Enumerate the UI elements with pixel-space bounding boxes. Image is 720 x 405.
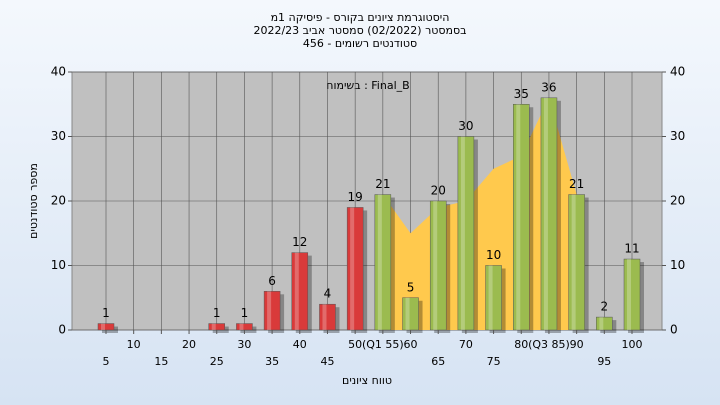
x-tick-label: (Q1 55) — [362, 338, 404, 351]
data-label: 21 — [375, 177, 390, 191]
x-tick-label: 30 — [237, 338, 251, 351]
bar-highlight — [377, 194, 382, 330]
x-tick-label: 15 — [154, 355, 168, 368]
y2-tick-label: 0 — [670, 323, 678, 337]
x-tick-label: 80 — [514, 338, 528, 351]
y2-tick-label: 20 — [670, 194, 685, 208]
y-axis-label: מספר סטודנטים — [27, 163, 40, 239]
annotation: בשימוח : Final_B — [326, 79, 409, 92]
data-label: 36 — [541, 80, 556, 94]
data-label: 2 — [600, 300, 608, 314]
bar-highlight — [239, 323, 244, 330]
x-tick-label: (Q3 85) — [528, 338, 570, 351]
bar — [263, 291, 281, 331]
bar-highlight — [516, 104, 521, 330]
x-tick-label: 50 — [348, 338, 362, 351]
data-label: 5 — [407, 280, 415, 294]
x-tick-label: 75 — [487, 355, 501, 368]
bar-highlight — [543, 97, 548, 330]
x-tick-label: 60 — [404, 338, 418, 351]
y2-tick-label: 40 — [670, 65, 685, 79]
bar-highlight — [294, 252, 299, 330]
y-tick-label: 20 — [51, 194, 66, 208]
bar-highlight — [350, 207, 355, 330]
data-label: 4 — [324, 287, 332, 301]
bar — [596, 316, 613, 331]
y-tick-label: 30 — [51, 129, 66, 143]
bar — [568, 194, 585, 331]
chart-title: היסטוגרמת ציונים בקורס - פיסיקה 1מ — [271, 11, 450, 24]
x-tick-label: 40 — [293, 338, 307, 351]
x-tick-label: 70 — [459, 338, 473, 351]
data-label: 1 — [213, 306, 221, 320]
bar-highlight — [627, 259, 631, 330]
bar-highlight — [571, 194, 576, 330]
data-label: 1 — [241, 306, 249, 320]
bar-highlight — [488, 265, 493, 330]
chart-subtitle: בסמסטר (02/2022) סמסטר אביב 2022/23 — [253, 24, 466, 37]
bar — [291, 252, 309, 331]
data-label: 6 — [268, 274, 276, 288]
bar-highlight — [433, 201, 438, 330]
data-label: 20 — [431, 184, 446, 198]
bar — [513, 104, 530, 331]
x-tick-label: 20 — [182, 338, 196, 351]
y-tick-label: 40 — [51, 65, 66, 79]
bar — [402, 297, 419, 331]
chart-subtitle: סטודנטים רשומים - 456 — [303, 37, 417, 50]
bar — [319, 303, 336, 331]
y-tick-label: 10 — [51, 258, 66, 272]
x-tick-label: 90 — [570, 338, 584, 351]
x-tick-label: 10 — [127, 338, 141, 351]
bar-highlight — [267, 291, 272, 330]
bar — [374, 194, 392, 331]
data-label: 10 — [486, 248, 501, 262]
data-label: 1 — [102, 306, 110, 320]
bar-highlight — [460, 136, 465, 330]
x-tick-label: 35 — [265, 355, 279, 368]
data-label: 35 — [514, 87, 529, 101]
bar — [97, 323, 115, 331]
bar — [346, 207, 364, 331]
bar-highlight — [101, 323, 105, 330]
data-label: 30 — [458, 119, 473, 133]
bar — [208, 323, 225, 331]
bar-highlight — [405, 297, 410, 330]
bar — [623, 258, 641, 331]
x-tick-label: 65 — [431, 355, 445, 368]
bar-highlight — [322, 304, 327, 330]
x-tick-label: 95 — [597, 355, 611, 368]
y2-tick-label: 30 — [670, 129, 685, 143]
data-label: 11 — [624, 242, 639, 256]
bar — [540, 97, 558, 331]
data-label: 12 — [292, 235, 307, 249]
bar-highlight — [599, 317, 604, 330]
x-axis-label: טווח ציונים — [342, 374, 392, 387]
bar — [236, 323, 253, 331]
data-label: 21 — [569, 177, 584, 191]
x-tick-label: 25 — [210, 355, 224, 368]
y-tick-label: 0 — [58, 323, 66, 337]
bar — [485, 265, 502, 331]
bar — [457, 136, 475, 331]
bar-highlight — [211, 323, 216, 330]
y2-tick-label: 10 — [670, 258, 685, 272]
bar — [429, 200, 447, 331]
x-tick-label: 100 — [622, 338, 643, 351]
x-tick-label: 45 — [320, 355, 334, 368]
data-label: 19 — [348, 190, 363, 204]
x-tick-label: 5 — [103, 355, 110, 368]
